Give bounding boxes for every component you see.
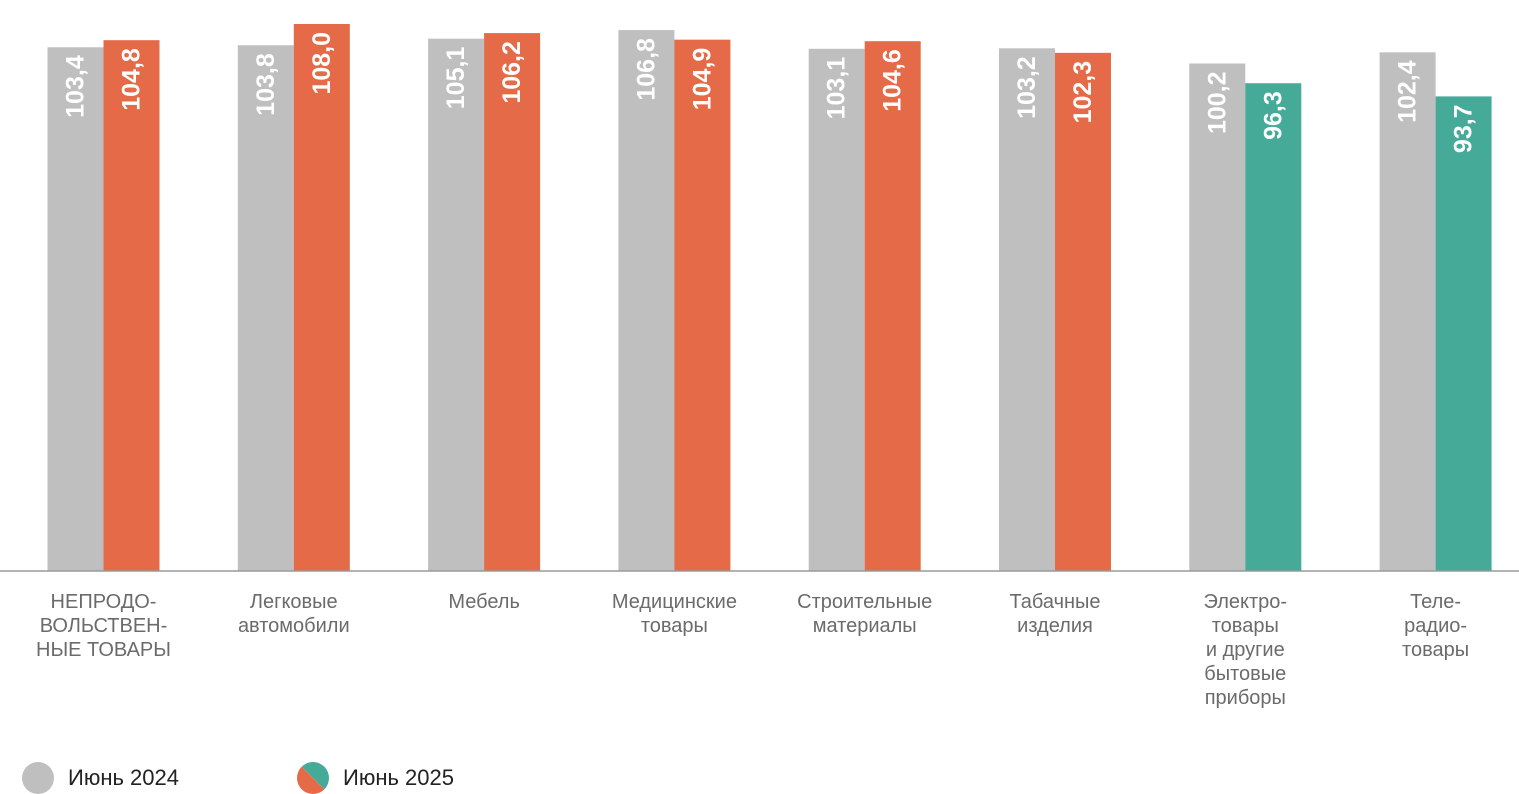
data-label-2024-2: 105,1 [442,47,470,110]
category-label-line: приборы [1204,687,1286,709]
category-label-4: Строительные материалы [780,590,950,638]
category-label-line: бытовые [1204,663,1287,685]
bar-2024-6 [1189,63,1246,571]
bar-2024-0 [47,47,104,572]
bar-2025-0 [103,40,160,572]
category-label-line: Легковые [249,591,338,613]
category-label-line: товары [640,615,708,637]
data-label-2025-6: 96,3 [1259,91,1287,140]
bar-2024-5 [999,48,1055,572]
category-label-line: Строительные [797,591,933,613]
bar-2025-5 [1055,52,1111,571]
data-label-2024-1: 103,8 [252,53,280,116]
category-label-line: Медицинские [611,591,737,613]
legend-swatch-2024 [22,762,54,794]
bar-2024-3 [618,30,675,572]
category-label-2: Мебель [399,590,569,614]
bar-2024-1 [237,45,294,572]
category-label-line: НЕПРОДО- [50,591,157,613]
category-label-line: радио- [1404,615,1468,637]
category-label-line: и другие [1205,639,1285,661]
category-label-line: Табачные [1009,591,1101,613]
data-label-2024-3: 106,8 [632,38,660,101]
data-label-2025-3: 104,9 [688,48,716,111]
category-label-3: Медицинские товары [589,590,759,638]
legend-item-2024: Июнь 2024 [22,762,179,794]
data-label-2024-6: 100,2 [1203,71,1231,134]
category-label-7: Теле-радио-товары [1351,590,1519,662]
bar-2025-7 [1435,96,1492,572]
category-label-line: материалы [812,615,917,637]
bars-group: 103,4 104,8 103,8 108,0 105,1 106,2 106,8 104,9… [47,23,1492,572]
category-label-1: Легковые автомобили [209,590,379,638]
category-label-6: Электро-товары и другие бытовые приборы [1160,590,1330,710]
category-label-line: товары [1402,639,1470,661]
category-label-line: Теле- [1410,591,1462,613]
bar-2024-7 [1379,52,1436,572]
data-label-2024-0: 103,4 [62,55,90,118]
category-label-line: ВОЛЬСТВЕН- [39,615,168,637]
category-label-line: автомобили [237,615,350,637]
bar-2024-2 [428,38,485,571]
category-label-line: Мебель [448,591,520,613]
data-label-2024-4: 103,1 [823,57,851,120]
category-label-5: Табачные изделия [970,590,1140,638]
bar-2025-6 [1245,83,1302,571]
legend-item-2025: Июнь 2025 [297,762,454,794]
category-label-line: Электро- [1203,591,1288,613]
legend-label-2024: Июнь 2024 [68,765,179,790]
legend-swatch-2025 [297,762,329,794]
bar-2025-3 [674,39,731,571]
data-label-2025-1: 108,0 [308,32,336,95]
legend-label-2025: Июнь 2025 [343,765,454,790]
data-label-2024-7: 102,4 [1394,60,1422,123]
bar-2025-2 [484,33,541,572]
category-label-line: НЫЕ ТОВАРЫ [36,639,171,661]
bar-2025-1 [293,23,350,572]
data-label-2025-5: 102,3 [1069,61,1097,124]
bar-chart: 103,4 104,8 103,8 108,0 105,1 106,2 106,8 104,9… [0,23,1519,572]
bar-2025-4 [864,41,921,572]
data-label-2025-0: 104,8 [118,48,146,111]
data-label-2025-4: 104,6 [879,49,907,112]
category-label-0: НЕПРОДО- ВОЛЬСТВЕН- НЫЕ ТОВАРЫ [19,590,189,662]
data-label-2024-5: 103,2 [1013,56,1041,119]
category-label-line: изделия [1017,615,1093,637]
data-label-2025-2: 106,2 [498,41,526,104]
category-label-line: товары [1211,615,1279,637]
bar-2024-4 [808,48,865,571]
data-label-2025-7: 93,7 [1450,104,1478,153]
